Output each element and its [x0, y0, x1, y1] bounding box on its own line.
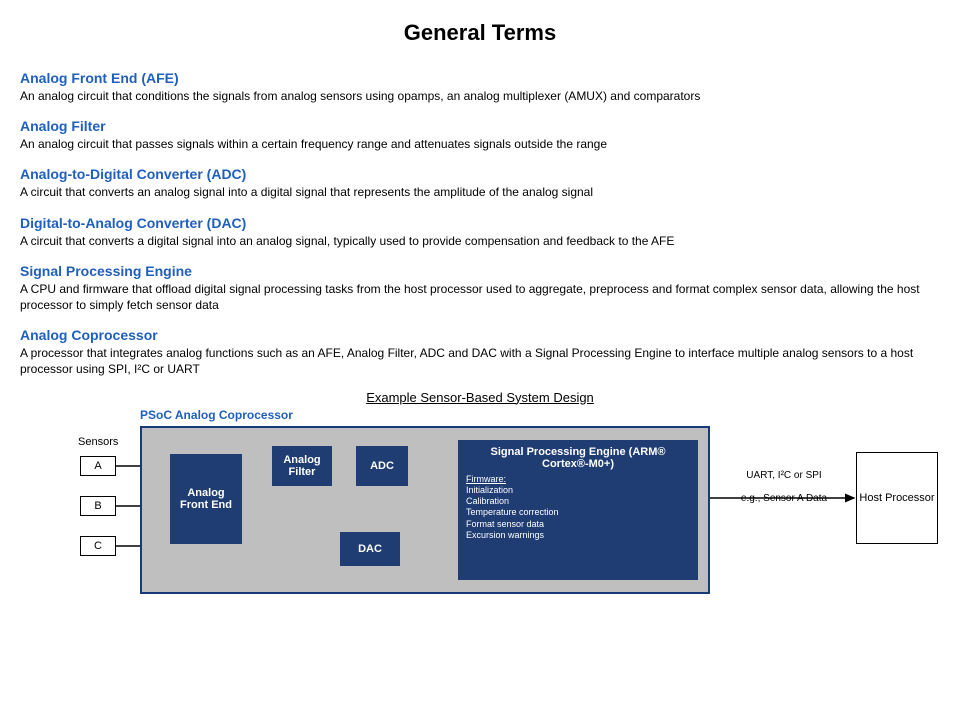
filter-block: Analog Filter [272, 446, 332, 486]
sensor-c: C [80, 536, 116, 556]
term-title: Analog Filter [20, 118, 940, 134]
term-analog-filter: Analog Filter An analog circuit that pas… [20, 118, 940, 152]
host-processor-block: Host Processor [856, 452, 938, 544]
term-spe: Signal Processing Engine A CPU and firmw… [20, 263, 940, 313]
spe-item: Initialization [466, 485, 513, 495]
term-desc: An analog circuit that passes signals wi… [20, 136, 940, 152]
spe-item: Calibration [466, 496, 509, 506]
term-desc: A circuit that converts an analog signal… [20, 184, 940, 200]
term-afe: Analog Front End (AFE) An analog circuit… [20, 70, 940, 104]
conn-line2: e.g., Sensor A Data [714, 493, 854, 504]
spe-item: Format sensor data [466, 519, 544, 529]
dac-block: DAC [340, 532, 400, 566]
spe-item: Excursion warnings [466, 530, 544, 540]
term-title: Analog-to-Digital Converter (ADC) [20, 166, 940, 182]
spe-title: Signal Processing Engine (ARM® Cortex®-M… [466, 446, 690, 470]
sensor-a: A [80, 456, 116, 476]
diagram: Example Sensor-Based System Design PSoC … [20, 392, 940, 612]
spe-block: Signal Processing Engine (ARM® Cortex®-M… [458, 440, 698, 580]
term-title: Digital-to-Analog Converter (DAC) [20, 215, 940, 231]
spe-item: Temperature correction [466, 507, 559, 517]
conn-line1: UART, I²C or SPI [714, 470, 854, 481]
term-desc: A processor that integrates analog funct… [20, 345, 940, 377]
term-title: Analog Front End (AFE) [20, 70, 940, 86]
sensor-b: B [80, 496, 116, 516]
connection-label: UART, I²C or SPI e.g., Sensor A Data [714, 470, 854, 504]
term-title: Analog Coprocessor [20, 327, 940, 343]
afe-block: Analog Front End [170, 454, 242, 544]
term-desc: An analog circuit that conditions the si… [20, 88, 940, 104]
term-adc: Analog-to-Digital Converter (ADC) A circ… [20, 166, 940, 200]
spe-firmware-list: Firmware: Initialization Calibration Tem… [466, 474, 690, 542]
term-analog-coprocessor: Analog Coprocessor A processor that inte… [20, 327, 940, 377]
term-title: Signal Processing Engine [20, 263, 940, 279]
page-title: General Terms [20, 20, 940, 46]
spe-fw-label: Firmware: [466, 474, 506, 484]
term-desc: A CPU and firmware that offload digital … [20, 281, 940, 313]
term-dac: Digital-to-Analog Converter (DAC) A circ… [20, 215, 940, 249]
adc-block: ADC [356, 446, 408, 486]
term-desc: A circuit that converts a digital signal… [20, 233, 940, 249]
sensors-label: Sensors [78, 436, 118, 448]
